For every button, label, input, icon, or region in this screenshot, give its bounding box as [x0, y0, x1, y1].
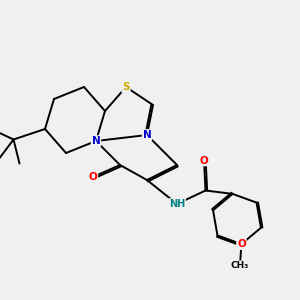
Text: S: S — [122, 82, 130, 92]
Text: N: N — [142, 130, 152, 140]
Text: O: O — [237, 239, 246, 249]
Text: CH₃: CH₃ — [231, 261, 249, 270]
Text: N: N — [92, 136, 100, 146]
Text: O: O — [88, 172, 98, 182]
Text: O: O — [200, 155, 208, 166]
Text: NH: NH — [169, 199, 185, 209]
